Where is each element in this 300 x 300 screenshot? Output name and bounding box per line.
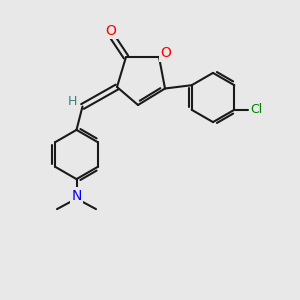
Text: O: O [160,46,171,60]
Text: Cl: Cl [250,103,262,116]
Text: O: O [106,24,116,38]
Text: H: H [68,95,78,109]
Text: N: N [71,189,82,202]
